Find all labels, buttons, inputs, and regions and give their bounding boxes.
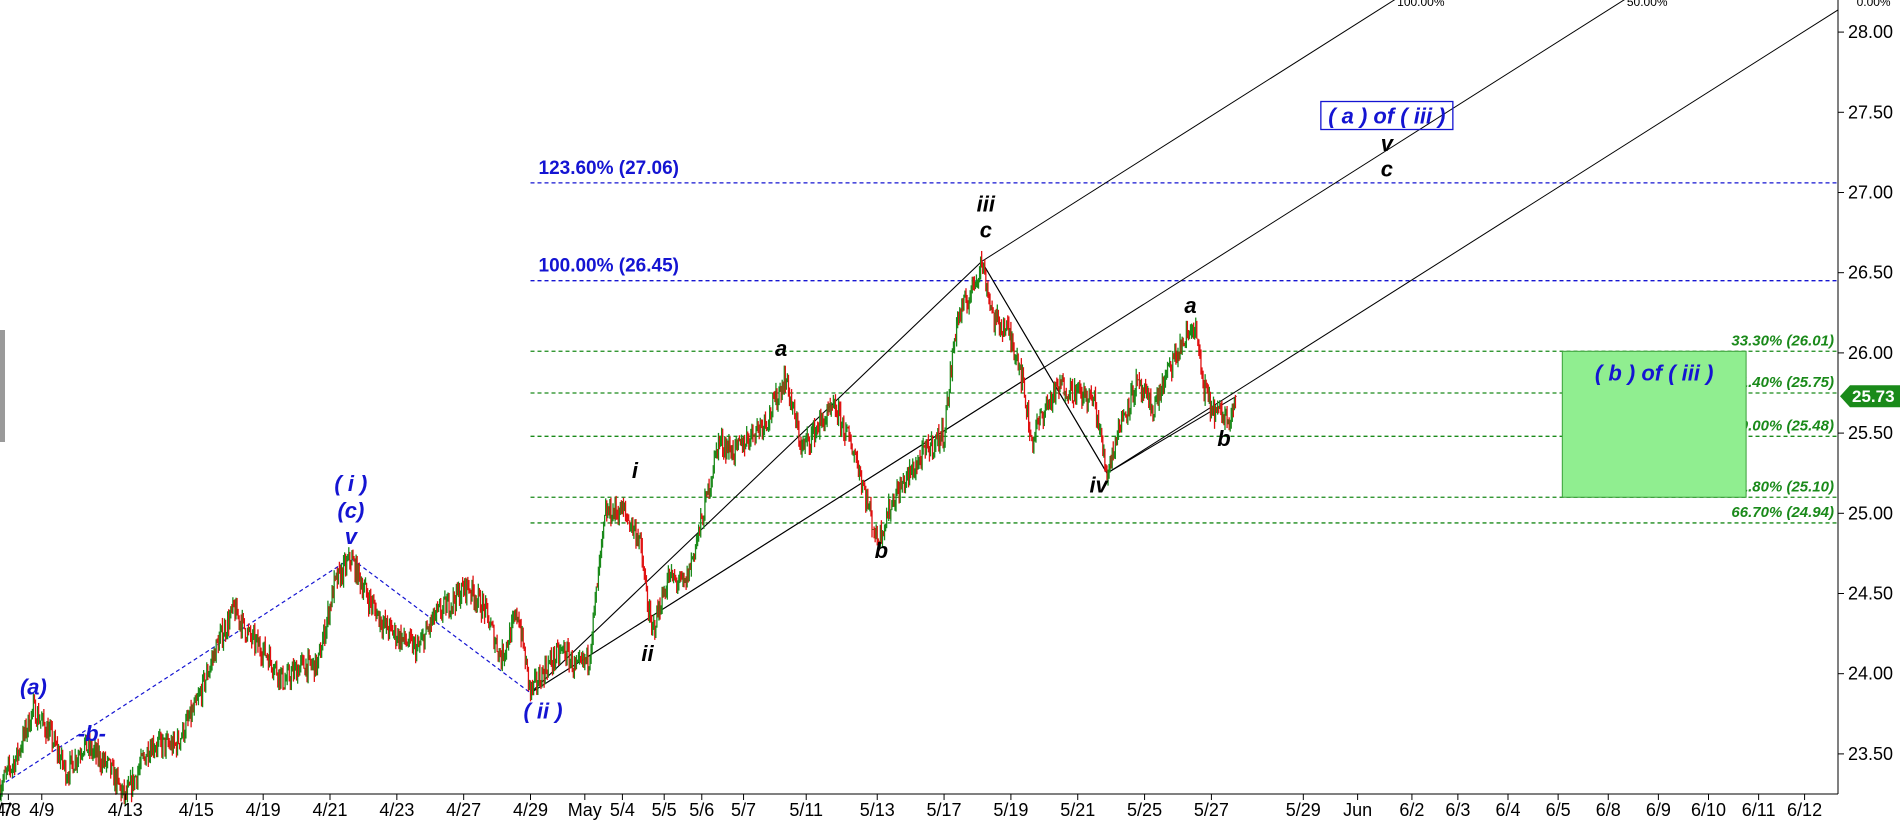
x-tick-label: 4/13 [108,800,143,820]
pitchfork-label: 50.00% [1627,0,1668,9]
wave-label: i [632,458,639,483]
pitchfork-tine [1106,9,1839,474]
x-tick-label: 4/7 [0,800,13,820]
boxed-wave-label: ( a ) of ( iii ) [1328,104,1445,129]
x-tick-label: 6/3 [1445,800,1470,820]
fib-label: 50.00% (25.48) [1731,417,1834,434]
y-tick-label: 27.00 [1848,182,1893,202]
wave-label: b [875,538,888,563]
x-tick-label: 5/25 [1127,800,1162,820]
pitchfork-label: 0.00% [1857,0,1891,9]
x-tick-label: 4/23 [379,800,414,820]
wave-label: v [345,524,359,549]
x-tick-label: 6/8 [1596,800,1621,820]
x-tick-label: 4/29 [513,800,548,820]
fib-label: 100.00% (26.45) [539,256,680,277]
target-box [1561,350,1747,498]
y-tick-label: 28.00 [1848,22,1893,42]
x-tick-label: 5/27 [1194,800,1229,820]
wave-label: ( ii ) [523,699,562,724]
x-tick-label: 6/5 [1546,800,1571,820]
boxed-wave-label-frame [1320,100,1454,131]
wave-label: -b- [78,721,106,746]
y-tick-label: 23.50 [1848,744,1893,764]
x-tick-label: 5/6 [689,800,714,820]
last-price-label: 25.73 [1852,387,1895,406]
x-tick-label: 4/27 [446,800,481,820]
pitchfork-label: 100.00% [1397,0,1445,9]
last-price-tag[interactable]: 25.73 [1840,385,1900,408]
x-tick-label: 5/17 [927,800,962,820]
x-tick-label: 6/12 [1787,800,1822,820]
target-box-label: ( b ) of ( iii ) [1595,360,1714,385]
wave-dotted-line [0,557,531,787]
fib-label: 41.40% (25.75) [1730,374,1834,391]
wave-line [530,260,1237,694]
fib-label: 33.30% (26.01) [1731,332,1834,349]
target-box-layer: ( b ) of ( iii ) [1561,350,1747,498]
x-tick-label: 4/9 [29,800,54,820]
x-tick-label: 5/13 [860,800,895,820]
wave-label: c [1381,156,1393,181]
price-series-layer [0,250,1237,807]
x-tick-label: 5/19 [993,800,1028,820]
wave-label: ii [641,641,654,666]
x-tick-label: 4/19 [246,800,281,820]
last-price-tag-shape [1840,385,1900,408]
wave-label: c [980,217,992,242]
y-tick-label: 26.50 [1848,263,1893,283]
pitchfork-tine [530,0,1625,694]
wave-label: b [1217,426,1230,451]
wave-label: a [1184,293,1196,318]
pitchfork-tine [981,0,1396,262]
x-tick-label: 5/7 [731,800,756,820]
x-tick-label: 5/4 [610,800,635,820]
fib-label: 61.80% (25.10) [1731,478,1834,495]
x-tick-label: May [568,800,602,820]
x-tick-label: 5/21 [1060,800,1095,820]
y-tick-label: 25.50 [1848,423,1893,443]
wave-label: iii [977,192,996,217]
x-tick-label: 5/29 [1286,800,1321,820]
x-tick-label: 4/21 [312,800,347,820]
x-tick-label: Jun [1343,800,1372,820]
x-tick-label: 6/10 [1691,800,1726,820]
y-tick-label: 24.00 [1848,664,1893,684]
x-tick-label: 6/4 [1495,800,1520,820]
x-axis: 4/74/8 4/9 4/13 4/15 4/19 4/21 4/23 4/27 4/29 May… [0,793,1838,820]
x-tick-label: 6/2 [1399,800,1424,820]
y-tick-label: 24.50 [1848,583,1893,603]
y-tick-label: 25.00 [1848,503,1893,523]
wave-label: (a) [20,675,47,700]
x-tick-label: 5/11 [789,800,823,820]
x-tick-label: 4/15 [179,800,214,820]
x-tick-label: 5/5 [652,800,677,820]
wave-lines-layer [0,260,1237,787]
wave-label: iv [1089,472,1109,497]
fib-label: 123.60% (27.06) [539,158,680,179]
wave-label: a [775,336,787,361]
fib-label: 66.70% (24.94) [1731,504,1834,521]
wave-label: (c) [337,498,364,523]
pitchfork-layer: 100.00% 50.00% 0.00% [530,0,1891,694]
y-axis: 23.50 24.00 24.50 25.00 25.50 26.00 26.50 27.00… [1837,0,1893,794]
scroll-handle[interactable] [0,330,5,442]
y-tick-label: 27.50 [1848,102,1893,122]
x-tick-label: 6/11 [1742,800,1776,820]
x-tick-label: 6/9 [1646,800,1671,820]
y-tick-label: 26.00 [1848,343,1893,363]
x-tick-label: 4/8 [0,800,21,820]
wave-label: ( i ) [334,471,367,496]
wave-label: v [1381,131,1395,156]
